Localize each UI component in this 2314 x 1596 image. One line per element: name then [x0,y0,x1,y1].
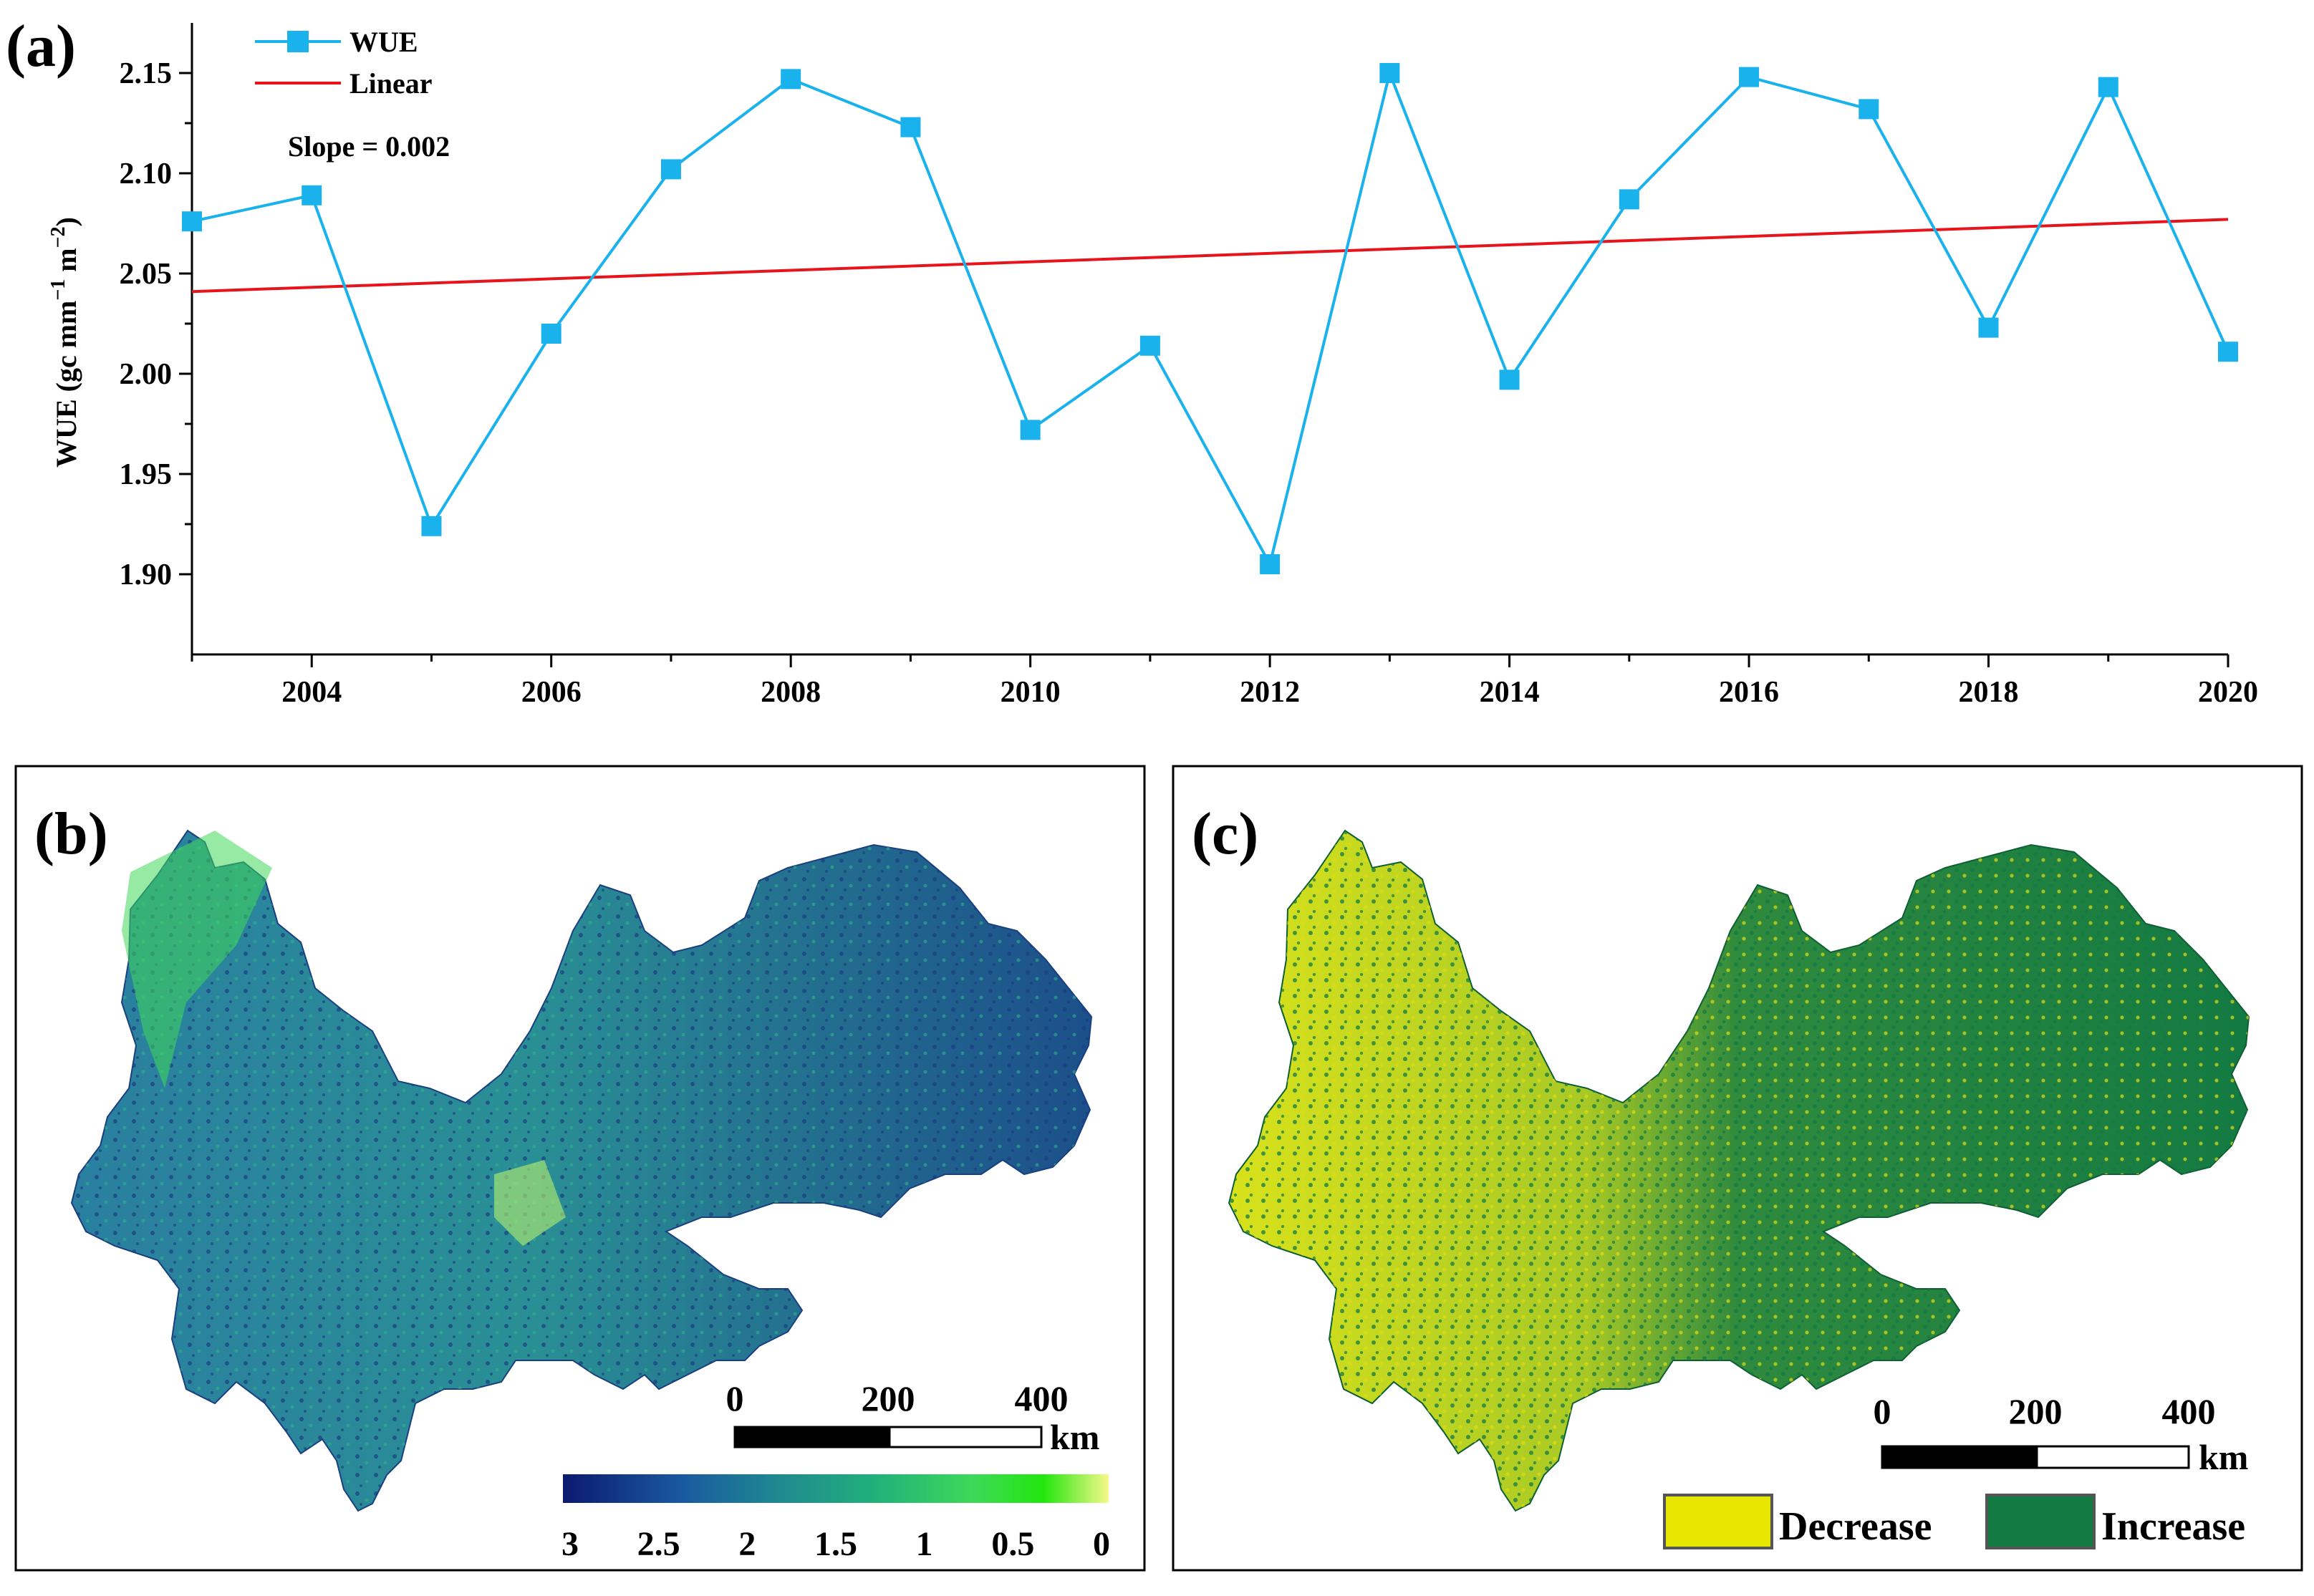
scale-bar-white [888,1426,1043,1449]
legend-swatch-decrease [1663,1494,1773,1549]
wue-point-2018 [1978,317,1999,338]
x-tick-label: 2012 [1240,676,1300,709]
x-tick-label: 2018 [1959,676,2019,709]
y-tick-label: 2.00 [120,358,173,391]
panel-b-label: (b) [34,801,108,867]
legend-label-linear: Linear [349,67,433,100]
category-legend: Decrease Increase [1663,1494,2245,1549]
wue-point-2007 [660,159,681,180]
high-altitude-light-patch [122,831,272,1088]
colorbar-rect [563,1474,1109,1503]
slope-annotation: Slope = 0.002 [288,130,450,163]
panel-c-frame [1172,765,2303,1572]
colorbar-label: 2 [738,1525,756,1563]
wue-point-2011 [1139,335,1160,356]
wue-point-2004 [302,185,322,205]
scale-bar-black [1881,1445,2038,1469]
x-tick-label: 2014 [1480,676,1540,709]
y-tick-label: 1.90 [120,558,173,591]
scale-unit: km [1050,1417,1099,1457]
colorbar-label: 1 [916,1525,933,1563]
scale-label-400: 400 [2162,1391,2216,1431]
panel-c-map: (c) 0 200 400 km Decrease Increase [1172,765,2303,1572]
legend-item-wue: WUE [255,26,418,58]
scale-label-400: 400 [1015,1378,1069,1418]
colorbar-label: 1.5 [814,1525,857,1563]
x-tick-label: 2010 [1001,676,1061,709]
scale-label-0: 0 [1874,1391,1891,1431]
wue-point-2009 [900,117,921,137]
colorbar-label: 0.5 [991,1525,1034,1563]
wue-series-line [191,68,2229,569]
wue-point-2008 [781,69,801,90]
x-tick-label: 2016 [1719,676,1779,709]
scale-bar-white [2035,1445,2190,1469]
colorbar-label: 3 [561,1525,579,1563]
y-tick-label: 1.95 [120,458,173,491]
wue-point-2010 [1020,420,1041,440]
scale-bar-c: 0 200 400 km [1874,1391,2249,1477]
legend: WUE Linear Slope = 0.002 [255,26,450,163]
x-ticks: 2004 2006 2008 2010 2012 2014 2016 2018 2020 [191,654,2258,709]
wue-point-2005 [421,516,442,536]
x-tick-label: 2006 [521,676,582,709]
plot-area: 1.90 1.95 2.00 2.05 2.10 2.15 2004 2006 2008 201… [120,23,2258,709]
scale-label-200: 200 [862,1378,915,1418]
scale-label-200: 200 [2009,1391,2063,1431]
scale-bar-b: 0 200 400 km [726,1378,1100,1457]
y-ticks: 1.90 1.95 2.00 2.05 2.10 2.15 [120,57,192,591]
y-axis-title: WUE (gc mm−1 m−2) [47,217,82,468]
linear-trend-line [191,218,2229,294]
wue-point-2019 [2098,77,2118,97]
wue-point-2016 [1739,67,1760,87]
wue-point-2014 [1499,369,1520,390]
scale-label-0: 0 [726,1378,744,1418]
colorbar-label: 0 [1093,1525,1110,1563]
wue-point-2017 [1859,99,1879,120]
colorbar: 3 2.5 2 1.5 1 0.5 0 [561,1474,1110,1563]
wue-point-2006 [541,324,561,344]
y-tick-label: 2.15 [120,57,173,90]
legend-swatch-increase [1985,1494,2096,1549]
wue-point-2013 [1379,63,1400,83]
y-tick-label: 2.05 [120,258,173,291]
wue-spatial-map [70,829,1093,1512]
panel-c-label: (c) [1192,801,1258,867]
panel-a-line-chart: (a) 1.901.952.002.052.102.15 2004 2006 200… [6,13,2258,709]
colorbar-labels: 3 2.5 2 1.5 1 0.5 0 [561,1525,1110,1563]
x-tick-label: 2004 [281,676,342,709]
y-tick-label: 2.10 [120,158,173,190]
region-texture [72,831,1091,1511]
legend-label-increase: Increase [2101,1504,2245,1549]
wue-point-2015 [1619,189,1639,210]
region-texture [1229,831,2249,1511]
wue-point-2003 [182,211,202,232]
panel-a-label: (a) [6,13,76,79]
x-tick-label: 2020 [2198,676,2258,709]
scale-bar-black [733,1426,891,1449]
central-light-patch [494,1160,566,1246]
panel-b-map: (b) 0 200 400 km 3 2.5 2 1.5 1 0.5 0 [14,765,1146,1572]
trend-direction-map [1228,829,2250,1512]
legend-label-wue: WUE [349,26,418,58]
wue-point-2020 [2218,342,2238,362]
x-tick-label: 2008 [761,676,821,709]
scale-unit: km [2199,1437,2248,1477]
wue-markers [182,63,2238,574]
colorbar-label: 2.5 [637,1525,680,1563]
panel-b-frame [14,765,1146,1572]
legend-item-linear: Linear [255,67,433,100]
wue-point-2012 [1260,554,1281,574]
legend-label-decrease: Decrease [1779,1504,1932,1549]
